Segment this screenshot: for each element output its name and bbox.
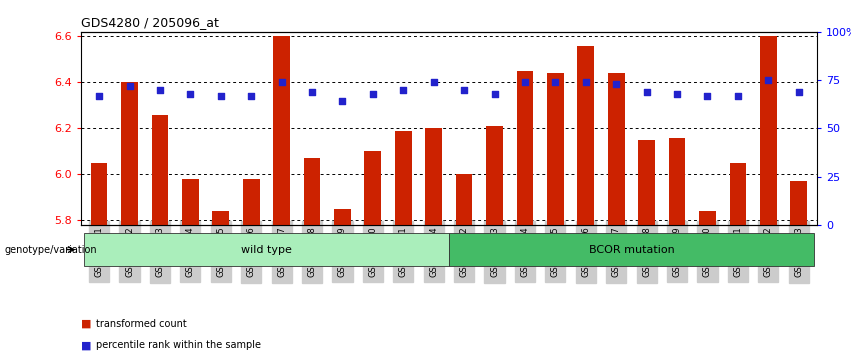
Bar [760,36,777,225]
Text: ■: ■ [81,319,91,329]
Point [731,93,745,98]
Point [184,91,197,96]
Text: genotype/variation: genotype/variation [4,245,97,255]
Point [640,89,654,95]
Text: transformed count: transformed count [96,319,187,329]
Point [427,79,441,85]
Text: wild type: wild type [241,245,292,255]
Text: percentile rank within the sample: percentile rank within the sample [96,340,261,350]
Point [275,79,288,85]
Text: ■: ■ [81,340,91,350]
Bar [669,137,685,225]
Point [762,77,775,83]
Bar [91,163,107,225]
Bar [213,211,229,225]
Bar [334,209,351,225]
Point [518,79,532,85]
Bar [426,128,442,225]
Text: BCOR mutation: BCOR mutation [589,245,674,255]
FancyBboxPatch shape [448,233,814,266]
Point [244,93,258,98]
Point [549,79,563,85]
Point [457,87,471,93]
Point [792,89,806,95]
Bar [729,163,746,225]
Bar [273,36,290,225]
Bar [517,71,534,225]
Point [488,91,501,96]
FancyBboxPatch shape [84,233,448,266]
Bar [699,211,716,225]
Point [92,93,106,98]
Bar [151,115,168,225]
Bar [578,46,594,225]
Bar [791,181,807,225]
Bar [304,158,320,225]
Bar [243,179,260,225]
Point [397,87,410,93]
Point [671,91,684,96]
Bar [364,151,381,225]
Point [214,93,227,98]
Point [335,98,349,104]
Bar [608,73,625,225]
Text: GDS4280 / 205096_at: GDS4280 / 205096_at [81,16,219,29]
Bar [182,179,199,225]
Bar [395,131,412,225]
Bar [486,126,503,225]
Point [700,93,714,98]
Point [123,83,136,89]
Point [366,91,380,96]
Point [609,81,623,87]
Bar [638,140,655,225]
Bar [456,174,472,225]
Point [153,87,167,93]
Bar [547,73,563,225]
Point [579,79,592,85]
Point [306,89,319,95]
Bar [121,82,138,225]
